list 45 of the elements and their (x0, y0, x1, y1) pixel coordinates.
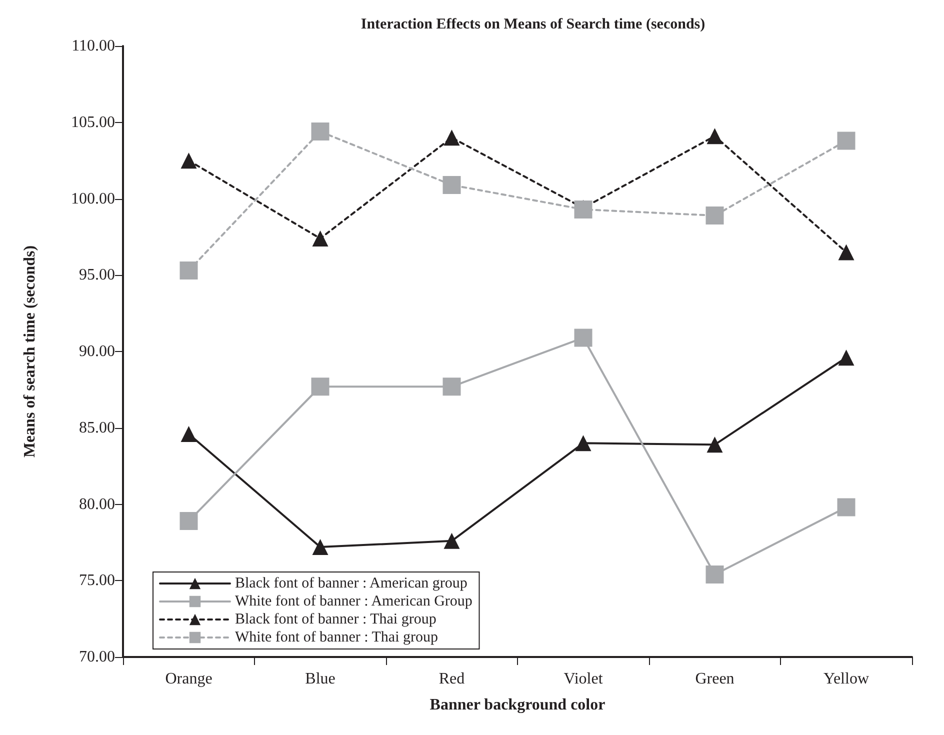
point (444, 532, 460, 549)
legend-label: Black font of banner : American group (235, 576, 468, 592)
point (574, 328, 592, 347)
point (442, 176, 461, 194)
point (180, 512, 198, 530)
y-tick-label: 110.00 (72, 38, 115, 54)
point (706, 436, 723, 453)
point (574, 200, 592, 218)
point (706, 566, 724, 584)
legend-label: White font of banner : American Group (235, 594, 472, 610)
x-axis-title: Banner background color (430, 696, 606, 714)
x-tick-label: Orange (165, 670, 212, 688)
y-tick-label: 95.00 (79, 266, 115, 284)
point (575, 435, 592, 452)
point (706, 128, 723, 144)
y-tick-label: 85.00 (79, 419, 115, 436)
chart-title: Interaction Effects on Means of Search time (seconds) (360, 16, 706, 32)
y-tick-label: 75.00 (79, 572, 115, 590)
point (312, 539, 328, 556)
point (706, 206, 724, 225)
y-tick-label: 70.00 (79, 648, 115, 666)
point (838, 350, 854, 366)
y-tick-label: 105.00 (71, 114, 115, 131)
point (180, 262, 198, 280)
point (180, 426, 197, 442)
point (311, 378, 330, 396)
y-tick-label: 80.00 (79, 496, 115, 513)
legend-label: Black font of banner : Thai group (235, 612, 436, 628)
y-tick-label: 100.00 (71, 190, 115, 208)
point (837, 498, 856, 516)
legend-label: White font of banner : Thai group (235, 630, 438, 646)
x-tick-label: Violet (564, 670, 604, 688)
x-tick-label: Yellow (824, 670, 870, 688)
point (180, 152, 197, 169)
y-tick-label: 90.00 (79, 343, 115, 360)
point (311, 122, 330, 141)
x-tick-label: Green (695, 670, 734, 688)
point (442, 378, 461, 396)
x-tick-label: Red (438, 670, 465, 688)
point (312, 230, 328, 246)
point (838, 244, 854, 260)
x-tick-label: Blue (305, 670, 336, 688)
point (444, 130, 460, 146)
point (837, 132, 856, 150)
y-axis-title: Means of search time (seconds) (22, 245, 38, 458)
